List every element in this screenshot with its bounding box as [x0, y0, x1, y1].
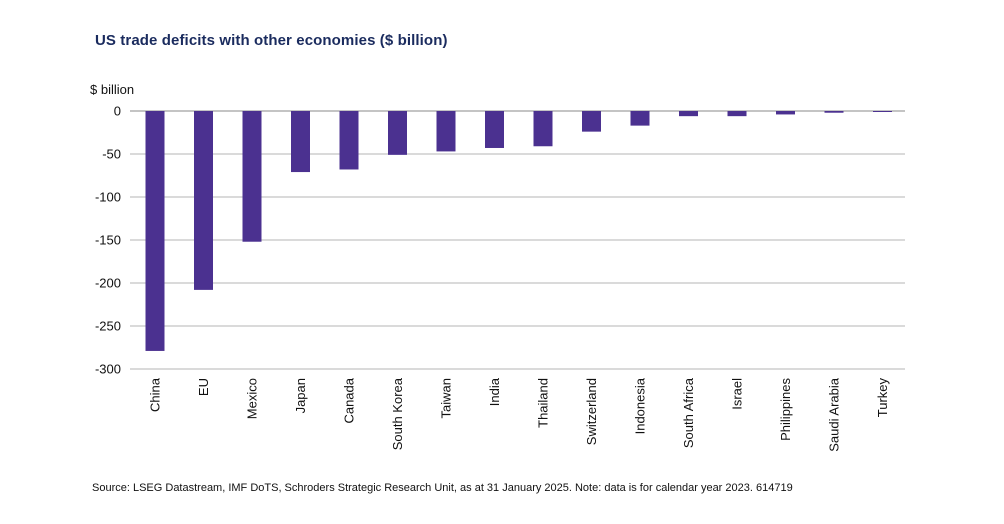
y-axis-unit-label: $ billion [90, 82, 135, 97]
category-labels: China EU Mexico Japan Canada South Korea Taiwa… [148, 377, 891, 452]
category-label: Turkey [875, 378, 890, 418]
category-label: South Africa [681, 377, 696, 448]
category-label: South Korea [390, 377, 405, 450]
bar-japan [291, 111, 310, 173]
y-tick-label: -100 [95, 190, 121, 205]
bar-china [145, 111, 165, 351]
y-axis-ticks: 0 -50 -100 -150 -200 -250 -300 [95, 104, 121, 377]
bar-saudi-arabia [824, 111, 844, 113]
category-label: Mexico [245, 378, 260, 419]
category-label: Canada [342, 377, 357, 423]
category-label: India [487, 377, 502, 406]
category-label: Israel [730, 378, 745, 410]
y-tick-label: -50 [102, 147, 121, 162]
bar-india [485, 111, 504, 148]
category-label: Indonesia [633, 377, 648, 434]
bar-south-africa [679, 111, 698, 117]
category-label: Japan [293, 378, 308, 413]
bar-mexico [242, 111, 262, 242]
category-label: Switzerland [584, 378, 599, 445]
chart-title: US trade deficits with other economies (… [95, 32, 448, 49]
bar-eu [194, 111, 213, 290]
bar-turkey [873, 111, 892, 112]
category-label: Taiwan [439, 378, 454, 418]
y-tick-label: 0 [114, 104, 121, 119]
category-label: EU [196, 378, 211, 396]
category-label: Saudi Arabia [827, 377, 842, 451]
category-label: Philippines [778, 378, 793, 441]
bar-switzerland [582, 111, 601, 132]
bar-indonesia [630, 111, 650, 126]
bar-south-korea [388, 111, 407, 155]
category-label: China [148, 377, 163, 412]
bars [145, 111, 892, 351]
source-note: Source: LSEG Datastream, IMF DoTS, Schro… [92, 482, 793, 494]
bar-philippines [776, 111, 795, 115]
y-tick-label: -200 [95, 276, 121, 291]
y-tick-label: -300 [95, 362, 121, 377]
category-label: Thailand [536, 378, 551, 428]
bar-canada [339, 111, 359, 170]
y-tick-label: -150 [95, 233, 121, 248]
y-tick-label: -250 [95, 319, 121, 334]
bar-thailand [533, 111, 553, 147]
bar-taiwan [436, 111, 456, 152]
bar-israel [727, 111, 747, 117]
